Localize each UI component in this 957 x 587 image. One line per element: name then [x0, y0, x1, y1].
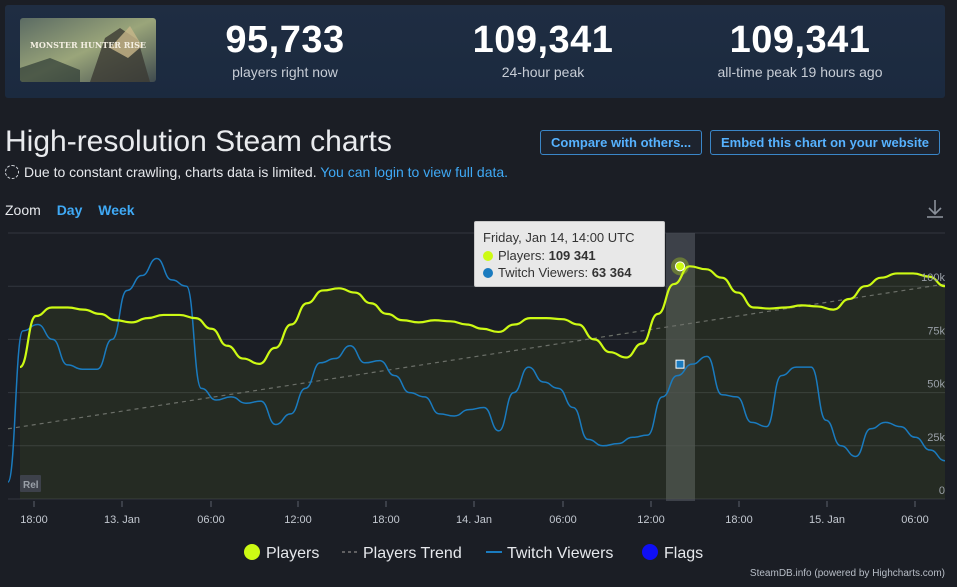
legend-trend[interactable]: Players Trend [341, 543, 462, 564]
x-tick-label: 13. Jan [104, 514, 140, 526]
chart-legend: Players Players Trend Twitch Viewers Fla… [0, 540, 957, 566]
tooltip-twitch-value: 63 364 [591, 265, 632, 280]
y-tick-label: 25k [927, 432, 945, 444]
y-tick-label: 50k [927, 379, 945, 391]
players-bullet-icon [483, 251, 493, 261]
chart-series [7, 257, 946, 499]
tooltip-players-value: 109 341 [548, 248, 596, 263]
x-tick-label: 18:00 [20, 514, 48, 526]
chart-tooltip: Friday, Jan 14, 14:00 UTC Players: 109 3… [474, 221, 665, 287]
legend-trend-label: Players Trend [363, 545, 462, 562]
tooltip-players-row: Players: 109 341 [483, 247, 656, 264]
y-tick-label: 0 [939, 485, 945, 497]
crawling-icon [5, 165, 19, 179]
y-tick-label: 100k [921, 272, 945, 284]
x-tick-label: 15. Jan [809, 514, 845, 526]
login-link[interactable]: You can login to view full data. [320, 164, 509, 180]
download-icon[interactable] [924, 198, 946, 220]
twitch-legend-icon [486, 551, 502, 553]
legend-players[interactable]: Players [243, 543, 319, 564]
chart-credits[interactable]: SteamDB.info (powered by Highcharts.com) [749, 568, 945, 579]
y-axis-ticks: 0 25k 50k 75k 100k [921, 272, 945, 497]
stat-current-label: players right now [232, 64, 338, 80]
x-tick-label: 06:00 [197, 514, 225, 526]
x-tick-label: 12:00 [284, 514, 312, 526]
flags-legend-icon [642, 544, 658, 560]
hover-markers [671, 257, 689, 369]
x-tick-label: 12:00 [637, 514, 665, 526]
stat-current: 95,733 players right now [205, 19, 365, 81]
page-title: High-resolution Steam charts [5, 125, 392, 158]
legend-twitch[interactable]: Twitch Viewers [485, 543, 613, 564]
embed-chart-button[interactable]: Embed this chart on your website [710, 130, 941, 155]
tooltip-players-label: Players: [498, 248, 545, 263]
zoom-label: Zoom [5, 202, 41, 218]
tooltip-twitch-row: Twitch Viewers: 63 364 [483, 264, 656, 281]
rel-label: Rel [23, 480, 39, 491]
players-line [19, 265, 946, 369]
legend-flags[interactable]: Flags [641, 543, 703, 564]
zoom-day-button[interactable]: Day [56, 202, 83, 218]
stat-24h-peak: 109,341 24-hour peak [463, 19, 623, 81]
rel-badge[interactable]: Rel [20, 475, 41, 492]
stats-bar: MONSTER HUNTER RISE 95,733 players right… [5, 5, 945, 98]
tooltip-date: Friday, Jan 14, 14:00 UTC [483, 230, 635, 245]
players-area [20, 266, 945, 499]
legend-flags-label: Flags [664, 545, 704, 562]
zoom-controls: Zoom Day Week [5, 201, 135, 219]
x-tick-label: 18:00 [372, 514, 400, 526]
legend-players-label: Players [266, 545, 320, 562]
thumb-title: MONSTER HUNTER RISE [30, 40, 146, 50]
twitch-bullet-icon [483, 268, 493, 278]
y-tick-label: 75k [927, 325, 945, 337]
players-hover-marker [675, 261, 685, 272]
data-limited-notice: Due to constant crawling, charts data is… [5, 163, 508, 181]
twitch-hover-marker [675, 359, 685, 369]
game-thumbnail[interactable]: MONSTER HUNTER RISE [20, 18, 156, 82]
legend-twitch-label: Twitch Viewers [507, 545, 614, 562]
twitch-viewers-line [7, 257, 946, 483]
x-tick-label: 06:00 [549, 514, 577, 526]
stat-all-time-peak: 109,341 all-time peak 19 hours ago [695, 19, 905, 81]
stat-current-value: 95,733 [225, 19, 345, 61]
trend-legend-icon [342, 551, 358, 553]
stat-24h-peak-label: 24-hour peak [501, 64, 585, 80]
x-tick-label: 06:00 [901, 514, 929, 526]
stat-all-time-peak-value: 109,341 [729, 19, 871, 61]
x-tick-label: 18:00 [725, 514, 753, 526]
zoom-week-button[interactable]: Week [98, 202, 135, 218]
compare-button[interactable]: Compare with others... [540, 130, 703, 155]
players-legend-icon [244, 544, 260, 560]
stat-24h-peak-value: 109,341 [472, 19, 614, 61]
notice-text: Due to constant crawling, charts data is… [24, 164, 317, 180]
x-axis-ticks: 18:00 13. Jan 06:00 12:00 18:00 14. Jan 06:00 1… [20, 501, 929, 526]
players-trend-line [7, 283, 946, 430]
x-tick-label: 14. Jan [456, 514, 492, 526]
tooltip-twitch-label: Twitch Viewers: [498, 265, 589, 280]
stat-all-time-peak-label: all-time peak 19 hours ago [717, 64, 883, 80]
